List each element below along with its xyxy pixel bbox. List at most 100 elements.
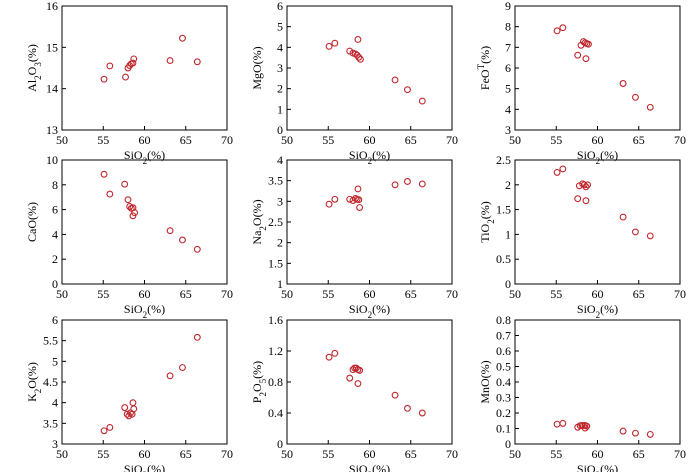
y-tick-label: 6 <box>52 203 58 217</box>
data-point <box>559 165 567 173</box>
data-point <box>127 409 134 417</box>
data-point <box>646 103 654 111</box>
y-axis-label: CaO(%) <box>25 202 39 242</box>
x-tick-label: 65 <box>405 287 417 301</box>
data-point <box>193 58 201 66</box>
plot-frame <box>61 5 228 131</box>
y-tick-label: 1 <box>277 102 283 116</box>
x-tick-label: 65 <box>180 287 192 301</box>
y-tick-label: 3.5 <box>43 416 58 430</box>
data-point <box>179 34 186 42</box>
x-tick-label: 50 <box>281 133 293 147</box>
x-tick-label: 65 <box>633 133 645 147</box>
x-tick-label: 55 <box>97 287 109 301</box>
data-point <box>354 36 362 43</box>
data-point <box>574 51 582 59</box>
scatter-panel-2: 50 55 60 65 70 0 1 2 3 4 5 6 SiO2(%) MgO(%) <box>250 0 458 166</box>
data-point <box>331 349 339 357</box>
y-tick-label: 0.8 <box>496 313 511 327</box>
y-tick-label: 2.5 <box>268 215 283 229</box>
y-tick-label: 16 <box>46 0 58 13</box>
x-tick-label: 55 <box>322 287 334 301</box>
y-axis-label: Na2O(%) <box>250 199 268 244</box>
data-point <box>129 399 137 407</box>
scatter-panel-3: 50 55 60 65 70 3 4 5 6 7 8 9 SiO2(%) FeOT(%) <box>476 0 686 166</box>
data-point <box>179 364 186 371</box>
y-tick-label: 0 <box>52 277 58 291</box>
x-tick-label: 70 <box>446 133 458 147</box>
data-point <box>582 183 590 191</box>
y-axis-label: MnO(%) <box>478 360 492 403</box>
x-tick-label: 55 <box>550 287 562 301</box>
x-tick-label: 70 <box>446 447 458 461</box>
data-point <box>331 195 339 203</box>
y-axis-label: TiO2(%) <box>478 201 496 242</box>
data-point <box>325 353 333 361</box>
x-tick-label: 65 <box>633 447 645 461</box>
scatter-panel-9: 50 55 60 65 70 00.1 0.20.3 0.40.5 0.60.7 0.8 SiO2(… <box>478 313 686 472</box>
y-tick-label: 4 <box>277 153 283 167</box>
data-point <box>646 430 654 438</box>
x-tick-label: 60 <box>139 447 151 461</box>
data-point <box>166 57 174 65</box>
y-tick-label: 3.5 <box>268 174 283 188</box>
data-point <box>106 424 114 431</box>
data-point <box>193 245 201 253</box>
y-tick-label: 0 <box>505 277 511 291</box>
y-tick-label: 14 <box>46 82 58 96</box>
data-point <box>584 181 592 189</box>
y-tick-label: 4 <box>52 227 58 241</box>
y-tick-label: 5 <box>505 82 511 96</box>
y-tick-label: 0.4 <box>268 406 283 420</box>
x-axis-label: SiO2(%) <box>349 148 390 166</box>
data-point <box>553 27 561 35</box>
scatter-panel-6: 50 55 60 65 70 0 0.5 1 1.5 2 2.5 SiO2(%) TiO2(%) <box>478 153 686 320</box>
data-point <box>121 180 129 188</box>
y-tick-label: 2 <box>52 252 58 266</box>
y-tick-label: 1 <box>277 277 283 291</box>
data-point <box>346 374 354 382</box>
y-axis-label: FeOT(%) <box>476 46 492 90</box>
x-axis-label: SiO2(%) <box>577 302 618 320</box>
data-point <box>129 212 137 220</box>
y-tick-label: 1.2 <box>268 344 283 358</box>
y-tick-label: 0.1 <box>496 422 511 436</box>
y-tick-label: 0.8 <box>268 375 283 389</box>
data-point <box>391 76 399 84</box>
x-tick-label: 65 <box>633 287 645 301</box>
y-tick-label: 4.5 <box>43 375 58 389</box>
y-tick-label: 0.5 <box>496 252 511 266</box>
data-point <box>356 204 364 211</box>
y-tick-label: 0 <box>277 123 283 137</box>
plot-frame <box>286 319 453 445</box>
x-tick-label: 70 <box>221 287 233 301</box>
data-point <box>646 232 654 240</box>
x-tick-label: 50 <box>509 133 521 147</box>
x-tick-label: 65 <box>405 133 417 147</box>
y-tick-label: 10 <box>46 153 58 167</box>
x-tick-label: 55 <box>97 133 109 147</box>
data-point <box>331 39 339 47</box>
y-tick-label: 9 <box>505 0 511 13</box>
data-point <box>193 333 201 341</box>
y-tick-label: 3 <box>505 123 511 137</box>
y-tick-label: 1.5 <box>268 256 283 270</box>
data-point <box>418 97 426 105</box>
x-axis-label: SiO2(%) <box>124 462 165 472</box>
y-axis-label: MgO(%) <box>250 46 264 89</box>
y-tick-label: 5 <box>52 354 58 368</box>
x-tick-label: 55 <box>97 447 109 461</box>
scatter-panel-8: 50 55 60 65 70 0 0.4 0.8 1.2 1.6 SiO2(%) P2O5(%) <box>250 313 458 472</box>
data-point <box>574 195 582 203</box>
data-point <box>121 404 129 412</box>
data-point <box>100 170 108 178</box>
data-point <box>580 181 588 189</box>
data-point <box>100 427 108 435</box>
x-tick-label: 50 <box>281 447 293 461</box>
x-tick-label: 60 <box>139 133 151 147</box>
x-axis-label: SiO2(%) <box>349 462 390 472</box>
data-point <box>106 62 114 70</box>
x-tick-label: 50 <box>56 287 68 301</box>
scatter-panel-7: 50 55 60 65 70 3 3.5 4 4.5 5 5.5 6 SiO2(%) K2O(%) <box>25 313 233 472</box>
